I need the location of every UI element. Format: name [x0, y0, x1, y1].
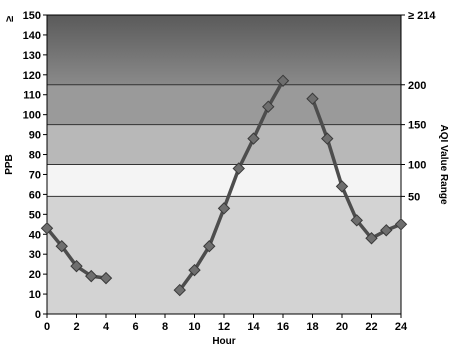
data-point	[321, 132, 334, 145]
aqi-band	[47, 84, 401, 125]
y-tick-label: 70	[29, 169, 41, 181]
y-axis-left: 0 10 20 30 40 50 60 70 80 90 100 110 120 130 140 150 ≥	[4, 10, 47, 321]
y-tick-label: 100	[23, 110, 41, 122]
y-tick-label: 20	[29, 269, 41, 281]
y-tick-label: 110	[23, 90, 41, 102]
y2-tick-label: 50	[408, 191, 420, 203]
y-tick-label: 30	[29, 249, 41, 261]
y-tick-label: 40	[29, 229, 41, 241]
y-tick-label: 150	[23, 10, 41, 22]
y2-axis-title: AQI Value Range	[438, 124, 449, 204]
aqi-band	[47, 196, 401, 314]
data-point	[365, 232, 378, 245]
y2-tick-label: 100	[408, 160, 426, 172]
y-axis-title: PPB	[4, 154, 15, 175]
data-point	[203, 240, 216, 253]
series-points	[40, 74, 408, 297]
data-point	[335, 180, 349, 193]
y-tick-label: 130	[23, 50, 41, 62]
y-tick-label: 140	[23, 30, 41, 42]
aqi-band	[47, 124, 401, 165]
data-point	[173, 283, 186, 297]
y-tick-label: 80	[29, 150, 41, 162]
y-tick-label: 120	[23, 70, 41, 82]
x-axis: 0 2 4 6 8 10 12 14 16 18 20 22 24	[44, 314, 408, 333]
y2-tick-label: ≥ 214	[408, 10, 436, 22]
x-tick-label: 10	[188, 321, 200, 333]
data-point	[276, 74, 290, 87]
data-point	[262, 100, 275, 113]
data-point	[188, 263, 201, 277]
x-tick-label: 20	[336, 321, 348, 333]
x-tick-label: 4	[103, 321, 110, 333]
x-tick-label: 22	[365, 321, 377, 333]
x-tick-label: 2	[73, 321, 79, 333]
data-point	[85, 269, 98, 283]
data-point	[394, 218, 408, 231]
aqi-bands	[47, 15, 401, 314]
data-point	[380, 224, 393, 237]
data-point	[247, 132, 260, 145]
y-axis-right: 50 100 150 200 ≥ 214	[401, 10, 436, 203]
aqi-band	[47, 15, 401, 85]
y-tick-label: 90	[29, 130, 41, 142]
data-point	[40, 222, 54, 235]
x-tick-label: 24	[395, 321, 408, 333]
y-tick-label: 0	[35, 309, 41, 321]
x-tick-label: 18	[306, 321, 318, 333]
y-top-marker: ≥	[4, 16, 16, 22]
x-tick-label: 0	[44, 321, 50, 333]
y2-tick-label: 150	[408, 120, 426, 132]
data-point	[70, 259, 83, 273]
y-tick-label: 50	[29, 209, 41, 221]
data-point	[217, 202, 231, 215]
x-tick-label: 6	[132, 321, 138, 333]
aqi-threshold-lines	[47, 84, 401, 197]
x-tick-label: 16	[277, 321, 289, 333]
y2-tick-label: 200	[408, 80, 426, 92]
x-tick-label: 12	[218, 321, 230, 333]
aqi-band	[47, 164, 401, 197]
y-tick-label: 60	[29, 189, 41, 201]
data-point	[55, 240, 68, 253]
data-point	[306, 92, 319, 105]
data-point	[350, 214, 363, 227]
y-tick-label: 10	[29, 289, 41, 301]
data-point	[232, 162, 245, 175]
data-point	[99, 271, 113, 285]
x-tick-label: 14	[247, 321, 260, 333]
x-tick-label: 8	[162, 321, 168, 333]
x-axis-title: Hour	[212, 336, 235, 345]
series-line	[178, 79, 285, 292]
